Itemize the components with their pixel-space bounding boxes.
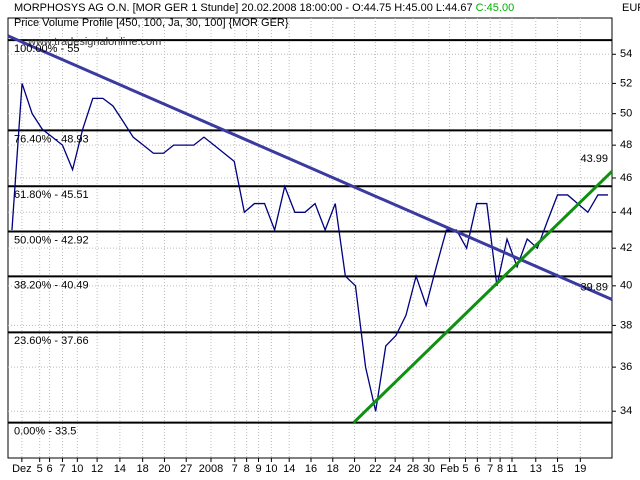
x-tick-label: 7 xyxy=(232,463,238,475)
x-tick-label: Feb xyxy=(440,463,459,475)
x-tick-label: 22 xyxy=(369,463,381,475)
fib-label: 0.00% - 33.5 xyxy=(14,426,76,438)
x-tick-label: 5 xyxy=(37,463,43,475)
y-tick-label: 34 xyxy=(620,405,632,417)
y-tick-label: 42 xyxy=(620,242,632,254)
x-tick-label: 30 xyxy=(423,463,435,475)
plot-frame xyxy=(7,17,613,459)
trendline-label: 43.99 xyxy=(580,153,608,165)
trendline xyxy=(7,34,613,301)
x-tick-label: 6 xyxy=(474,463,480,475)
fib-label: 38.20% - 40.49 xyxy=(14,279,89,291)
x-tick-label: 24 xyxy=(389,463,401,475)
y-unit: EUR xyxy=(622,2,640,14)
trendline-label: 39.89 xyxy=(580,281,608,293)
x-tick-label: 5 xyxy=(462,463,468,475)
x-tick-label: 7 xyxy=(487,463,493,475)
x-tick-label: 8 xyxy=(244,463,250,475)
x-tick-label: 9 xyxy=(255,463,261,475)
x-tick-label: 18 xyxy=(137,463,149,475)
price-line xyxy=(11,83,609,412)
grid xyxy=(8,18,612,458)
x-tick-label: 27 xyxy=(180,463,192,475)
fib-label: 23.60% - 37.66 xyxy=(14,335,89,347)
x-tick-label: Dez xyxy=(12,463,32,475)
y-tick-label: 54 xyxy=(620,48,632,60)
y-tick-label: 36 xyxy=(620,361,632,373)
fib-label: 100.00% - 55 xyxy=(14,43,79,55)
subtitle: Price Volume Profile [450, 100, Ja, 30, … xyxy=(14,17,289,29)
x-tick-label: 7 xyxy=(59,463,65,475)
fib-label: 50.00% - 42.92 xyxy=(14,234,89,246)
x-tick-label: 13 xyxy=(530,463,542,475)
watermark: www.tradesignalonline.com xyxy=(27,36,161,48)
x-tick-label: 10 xyxy=(265,463,277,475)
x-tick-label: 10 xyxy=(71,463,83,475)
y-tick-label: 50 xyxy=(620,108,632,120)
x-tick-label: 20 xyxy=(348,463,360,475)
x-tick-label: 28 xyxy=(407,463,419,475)
y-tick-label: 44 xyxy=(620,206,632,218)
x-tick-label: 6 xyxy=(47,463,53,475)
x-tick-label: 14 xyxy=(283,463,295,475)
title-text: MORPHOSYS AG O.N. [MOR GER 1 Stunde] 20.… xyxy=(14,2,473,14)
x-tick-label: 18 xyxy=(327,463,339,475)
x-tick-label: 2008 xyxy=(199,463,223,475)
x-tick-label: 20 xyxy=(158,463,170,475)
y-tick-label: 40 xyxy=(620,280,632,292)
title-close: C:45.00 xyxy=(476,2,515,14)
y-tick-label: 38 xyxy=(620,319,632,331)
chart-title: MORPHOSYS AG O.N. [MOR GER 1 Stunde] 20.… xyxy=(14,2,514,14)
fib-label: 61.80% - 45.51 xyxy=(14,189,89,201)
y-tick-label: 46 xyxy=(620,172,632,184)
x-tick-label: 12 xyxy=(91,463,103,475)
x-tick-label: 14 xyxy=(114,463,126,475)
x-tick-label: 19 xyxy=(574,463,586,475)
x-tick-label: 16 xyxy=(305,463,317,475)
fib-label: 76.40% - 48.93 xyxy=(14,133,89,145)
x-tick-label: 8 xyxy=(497,463,503,475)
marks xyxy=(7,34,614,424)
x-tick-label: 11 xyxy=(506,463,517,475)
x-tick-label: 15 xyxy=(551,463,563,475)
trendline xyxy=(352,170,614,424)
y-tick-label: 48 xyxy=(620,139,632,151)
y-tick-label: 52 xyxy=(620,77,632,89)
